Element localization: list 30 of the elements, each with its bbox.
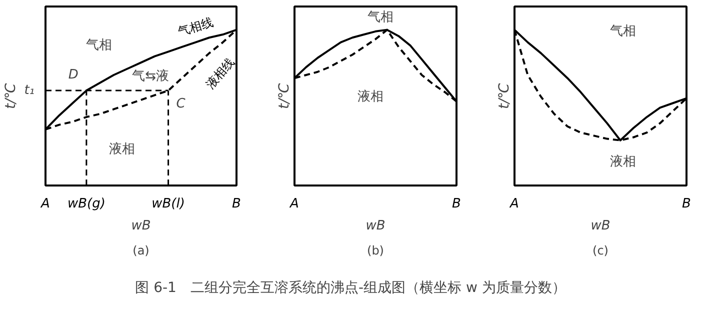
x-tick-label: wB(l) bbox=[152, 196, 185, 212]
text: (c) bbox=[592, 244, 608, 258]
text: 图 6-1 二组分完全互溶系统的沸点-组成图（横坐标 w 为质量分数） bbox=[135, 280, 566, 296]
annotation: 液相 bbox=[610, 154, 636, 170]
y-axis-title: t/℃ bbox=[276, 82, 292, 109]
x-tick-label: B bbox=[682, 196, 692, 212]
x-tick-label: A bbox=[509, 196, 519, 212]
x-tick-label: B bbox=[232, 196, 242, 212]
ref-line-label: t₁ bbox=[24, 83, 35, 98]
text: 气相 bbox=[367, 10, 394, 25]
annotation: 气⇆液 bbox=[132, 69, 170, 84]
x-tick-label: A bbox=[289, 196, 299, 212]
y-axis-title: t/℃ bbox=[496, 82, 512, 109]
x-tick-label: wB(g) bbox=[67, 196, 106, 212]
annotation: 气相 bbox=[610, 24, 636, 39]
text: 气相线 bbox=[176, 14, 215, 39]
annotation: D bbox=[68, 68, 78, 83]
text: (a) bbox=[132, 244, 150, 258]
annotation: C bbox=[176, 96, 186, 112]
x-tick-label: A bbox=[40, 196, 50, 212]
text: 液相线 bbox=[202, 55, 238, 92]
annotation: 液相 bbox=[358, 89, 384, 104]
annotation: 液相 bbox=[108, 142, 135, 158]
annotation: 气相 bbox=[86, 38, 112, 53]
x-axis-title: wB bbox=[366, 218, 386, 234]
text: (b) bbox=[367, 244, 384, 258]
y-axis-title: t/℃ bbox=[3, 82, 20, 109]
x-axis-title: wB bbox=[131, 218, 151, 234]
x-axis-title: wB bbox=[590, 218, 610, 234]
x-tick-label: B bbox=[452, 196, 462, 212]
